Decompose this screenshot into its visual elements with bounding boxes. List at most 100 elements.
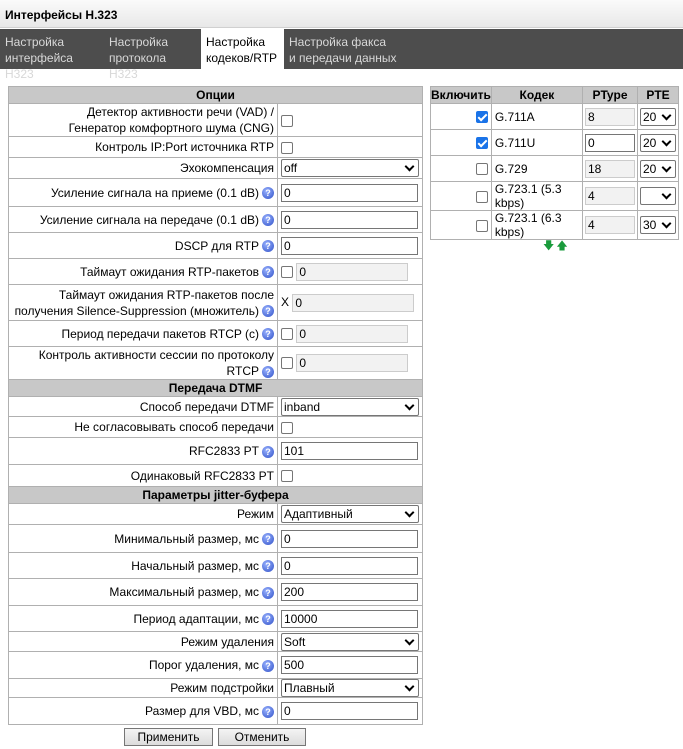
- tab-interface[interactable]: Настройка интерфейса H323: [0, 29, 104, 81]
- help-icon[interactable]: ?: [262, 328, 274, 341]
- pte-select[interactable]: 20: [640, 107, 676, 126]
- help-icon[interactable]: ?: [262, 659, 274, 672]
- codec-name: G.729: [490, 155, 584, 182]
- col-codec: Кодек: [490, 86, 584, 104]
- same-rfc-checkbox[interactable]: [281, 470, 293, 483]
- vbd-input[interactable]: 0: [281, 702, 418, 720]
- pte-select[interactable]: 20: [640, 159, 676, 178]
- vbd-label: Размер для VBD, мс?: [8, 697, 278, 725]
- del-mode-label: Режим удаления: [8, 631, 278, 652]
- codec-name: G.723.1 (5.3 kbps): [490, 181, 584, 211]
- tab-label: и передачи данных: [289, 51, 397, 65]
- help-icon[interactable]: ?: [262, 214, 274, 227]
- help-icon[interactable]: ?: [262, 266, 274, 279]
- noneg-label: Не согласовывать способ передачи: [8, 416, 278, 438]
- rtcp-period-checkbox[interactable]: [281, 327, 293, 340]
- help-icon[interactable]: ?: [262, 613, 274, 626]
- codec-enable-checkbox[interactable]: [475, 163, 488, 176]
- options-header: Опции: [8, 86, 423, 104]
- jitter-mode-select[interactable]: Адаптивный: [281, 505, 419, 523]
- help-icon[interactable]: ?: [262, 240, 274, 253]
- pte-select[interactable]: 20: [640, 133, 676, 152]
- ptype-input[interactable]: 4: [585, 187, 635, 205]
- adapt-input[interactable]: 10000: [281, 609, 418, 628]
- ptype-input[interactable]: 4: [585, 216, 635, 234]
- jitter-header: Параметры jitter-буфера: [8, 486, 423, 504]
- codec-enable-checkbox[interactable]: [475, 190, 488, 203]
- apply-button[interactable]: Применить: [124, 728, 213, 746]
- rtcp-control-checkbox[interactable]: [281, 357, 293, 369]
- jitter-mode-label: Режим: [8, 503, 278, 525]
- tune-select[interactable]: Плавный: [281, 679, 419, 697]
- help-icon[interactable]: ?: [262, 586, 274, 599]
- tab-bar: Настройка интерфейса H323 Настройка проток…: [0, 29, 683, 81]
- move-down-icon[interactable]: 🡇: [543, 240, 557, 252]
- rtcp-period-input[interactable]: 0: [296, 324, 409, 343]
- gain-rx-input[interactable]: 0: [281, 183, 418, 202]
- dtmf-method-label: Способ передачи DTMF: [8, 396, 278, 417]
- echo-label: Эхокомпенсация: [8, 157, 278, 179]
- help-icon[interactable]: ?: [262, 533, 274, 546]
- tab-fax-data[interactable]: Настройка факса и передачи данных: [284, 29, 404, 69]
- codec-row: G.711U 0 20: [430, 129, 679, 156]
- tab-label: протокола H323: [109, 51, 167, 81]
- codec-row: G.729 18 20: [430, 155, 679, 182]
- pte-select[interactable]: 30: [640, 216, 676, 234]
- ptype-input[interactable]: 0: [585, 133, 635, 152]
- codec-name: G.711A: [490, 103, 584, 130]
- help-icon[interactable]: ?: [262, 187, 274, 200]
- rtp-timeout-label: Таймаут ожидания RTP-пакетов?: [8, 258, 278, 285]
- codec-row: G.723.1 (6.3 kbps) 4 30: [430, 210, 679, 240]
- rtcp-period-label: Период передачи пакетов RTCP (с)?: [8, 320, 278, 347]
- max-label: Максимальный размер, мс?: [8, 578, 278, 606]
- ptype-input[interactable]: 8: [585, 107, 635, 126]
- dscp-label: DSCP для RTP?: [8, 232, 278, 259]
- codec-name: G.711U: [490, 129, 584, 156]
- gain-tx-input[interactable]: 0: [281, 210, 418, 229]
- tab-label: Настройка: [206, 35, 266, 49]
- tab-codecs-rtp[interactable]: Настройка кодеков/RTP: [201, 29, 284, 69]
- noneg-checkbox[interactable]: [281, 421, 293, 434]
- codec-name: G.723.1 (6.3 kbps): [490, 210, 584, 240]
- col-ptype: PType: [582, 86, 638, 104]
- tab-protocol[interactable]: Настройка протокола H323: [104, 29, 201, 81]
- tab-label: интерфейса H323: [5, 51, 73, 81]
- pte-select[interactable]: [640, 187, 676, 205]
- codecs-table: Включить Кодек PType PTE G.711A 8 20 G.711U 0 20…: [430, 86, 679, 240]
- codec-enable-checkbox[interactable]: [475, 219, 488, 232]
- rtcp-control-input[interactable]: 0: [296, 354, 409, 372]
- col-pte: PTE: [637, 86, 679, 104]
- options-table: Опции Детектор активности речи (VAD) / Ге…: [8, 86, 423, 725]
- reorder-arrows: 🡇🡅: [543, 237, 570, 256]
- move-up-icon[interactable]: 🡅: [556, 240, 570, 252]
- dtmf-method-select[interactable]: inband: [281, 397, 419, 416]
- help-icon[interactable]: ?: [262, 305, 274, 318]
- del-thr-input[interactable]: 500: [281, 656, 418, 674]
- ipport-checkbox[interactable]: [281, 141, 293, 154]
- dtmf-header: Передача DTMF: [8, 379, 423, 397]
- col-enable: Включить: [430, 86, 492, 104]
- ptype-input[interactable]: 18: [585, 159, 635, 178]
- gain-tx-label: Усиление сигнала на передаче (0.1 dB)?: [8, 206, 278, 233]
- ss-timeout-input[interactable]: 0: [292, 293, 415, 312]
- max-input[interactable]: 200: [281, 583, 418, 601]
- help-icon[interactable]: ?: [262, 445, 274, 458]
- codec-enable-checkbox[interactable]: [475, 137, 488, 150]
- cancel-button[interactable]: Отменить: [218, 728, 306, 746]
- del-mode-select[interactable]: Soft: [281, 632, 419, 651]
- codec-enable-checkbox[interactable]: [475, 111, 488, 124]
- echo-select[interactable]: off: [281, 159, 419, 177]
- same-rfc-label: Одинаковый RFC2833 PT: [8, 464, 278, 487]
- help-icon[interactable]: ?: [262, 705, 274, 718]
- vad-checkbox[interactable]: [281, 114, 293, 127]
- init-input[interactable]: 0: [281, 556, 418, 575]
- min-label: Минимальный размер, мс?: [8, 524, 278, 553]
- min-input[interactable]: 0: [281, 529, 418, 548]
- tune-label: Режим подстройки: [8, 678, 278, 698]
- dscp-input[interactable]: 0: [281, 236, 418, 255]
- rtp-timeout-checkbox[interactable]: [281, 265, 293, 278]
- help-icon[interactable]: ?: [262, 365, 274, 378]
- rtp-timeout-input[interactable]: 0: [296, 262, 409, 281]
- rfc-pt-input[interactable]: 101: [281, 442, 418, 460]
- help-icon[interactable]: ?: [262, 560, 274, 573]
